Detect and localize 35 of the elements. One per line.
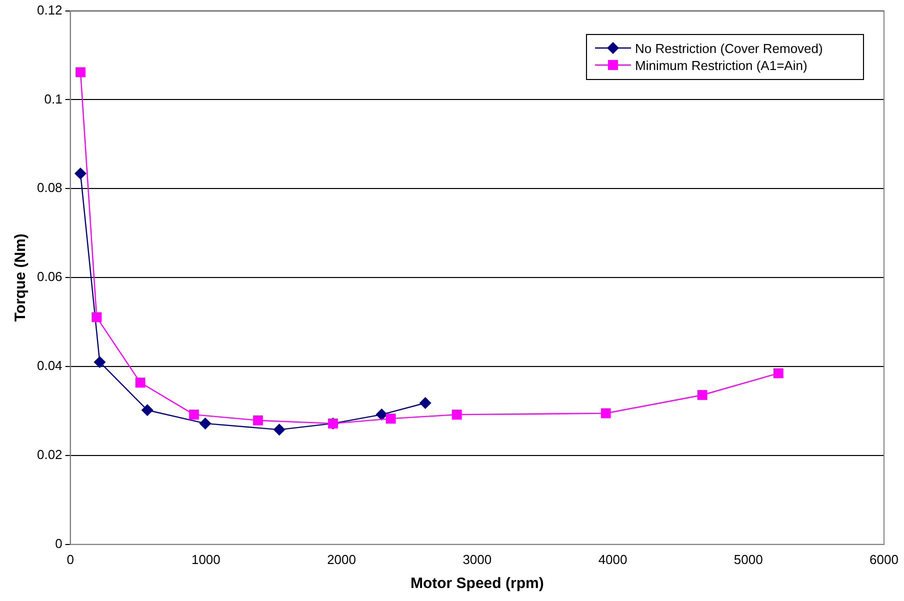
y-tick-label: 0.04 (36, 358, 62, 374)
point (141, 404, 154, 416)
point (253, 415, 263, 426)
y-tick-label: 0.08 (36, 180, 62, 196)
x-tick-label: 0 (66, 552, 74, 567)
point (452, 410, 462, 420)
point (419, 396, 432, 409)
x-tick-label: 1000 (191, 552, 220, 567)
y-tick-label: 0.1 (44, 91, 62, 106)
y-tick-label: 0 (55, 536, 62, 551)
y-tick-label: 0.06 (36, 269, 62, 284)
point (773, 368, 784, 378)
point (94, 356, 106, 368)
point (376, 408, 388, 421)
point (92, 312, 102, 322)
point (76, 67, 86, 78)
point (135, 378, 146, 388)
point (199, 417, 212, 430)
point (189, 410, 199, 420)
point (273, 424, 286, 436)
y-tick-label: 0.02 (36, 447, 62, 462)
point (697, 390, 708, 400)
x-tick-label: 2000 (327, 552, 356, 567)
point (600, 408, 611, 418)
point (386, 414, 396, 424)
x-tick-label: 5000 (734, 552, 763, 567)
y-axis-title: Torque (Nm) (12, 234, 30, 322)
x-tick-label: 6000 (870, 552, 898, 567)
x-axis-title: Motor Speed (rpm) (410, 575, 544, 592)
point (74, 168, 86, 180)
y-tick-label: 0.12 (36, 2, 62, 18)
x-tick-label: 4000 (598, 552, 628, 567)
x-tick-label: 3000 (462, 552, 492, 567)
legend-label: No Restriction (Cover Removed) (635, 41, 823, 56)
legend-label: Minimum Restriction (A1=Ain) (635, 58, 808, 73)
